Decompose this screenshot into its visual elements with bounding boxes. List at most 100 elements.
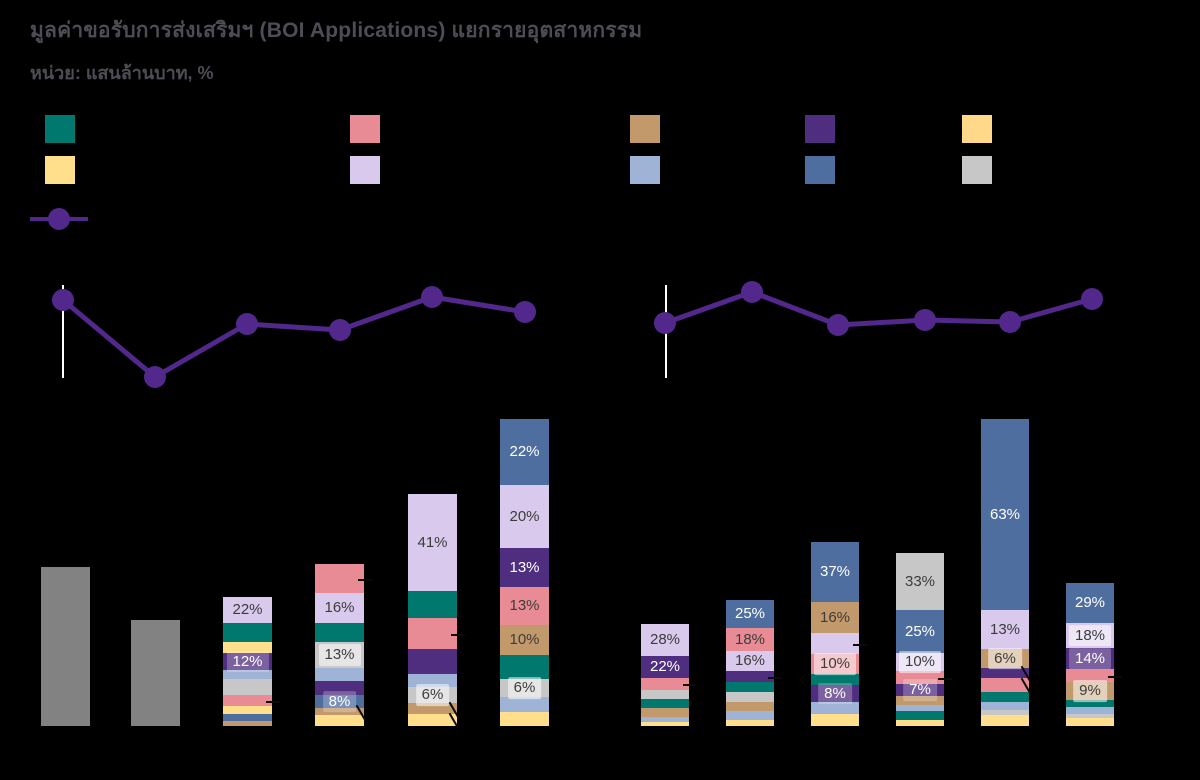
segment-yellow [981,715,1029,726]
trend-line-left-point [52,289,74,311]
segment-label: 6% [507,677,542,699]
segment-lavender: 22% [223,597,272,623]
trend-line-left-point [144,366,166,388]
segment-tan [315,704,367,721]
segment-label: 16% [324,599,355,617]
segment-label: 13% [509,558,540,576]
legend-swatch-lightblue [630,156,660,184]
segment-tan [223,721,272,726]
segment-lightblue [641,717,689,722]
segment-pink [981,677,1032,695]
legend-swatch-lavender [350,156,380,184]
segment-label: 7% [903,679,937,701]
segment-steelblue: 8% [315,690,364,713]
unit-label: หน่วย: แสนล้านบาท, % [30,63,214,83]
segment-lavender: 41% [408,494,457,591]
label-leader-tick [768,676,782,679]
stacked-bar: 41% 6% [408,494,465,730]
segment-gray: 13% [315,642,364,668]
segment-label: 13% [989,620,1021,638]
segment-teal [896,711,944,720]
segment-steelblue: 63% [981,419,1029,610]
trend-line-left [61,294,526,380]
segment-tan [408,701,460,718]
segment-darkpurple: 12% [223,650,272,673]
segment-gray: 33% [896,553,944,610]
segment-lavender: 28% [641,624,689,656]
segment-label: 63% [989,505,1021,523]
segment-label: 12% [226,650,269,673]
stacked-bar: 33% 25% 10% 7% [896,553,952,726]
trend-line-left-point [236,313,258,335]
segment-yellow [641,722,689,726]
segment-yellow [1066,718,1114,726]
segment-label: 9% [1073,680,1107,702]
segment-steelblue: 29% [1066,583,1114,623]
segment-lightblue [811,702,859,714]
segment-label: 8% [322,690,357,713]
segment-teal [1066,700,1114,707]
segment-gray [726,692,774,702]
segment-label: 25% [734,605,766,623]
segment-tan: 10% [500,625,549,655]
trend-line-right-point [999,311,1021,333]
label-leader-tick [358,578,372,581]
segment-darkpurple [315,681,364,695]
segment-label: 10% [898,651,942,673]
segment-label: 25% [904,622,936,640]
segment-gray: 6% [500,677,549,699]
segment-steelblue [223,714,272,721]
stacked-bar: 22% 12% [223,597,280,726]
segment-gray [1066,714,1114,718]
segment-label: 22% [232,601,263,619]
segment-graybar [41,567,90,726]
segment-label: 33% [904,572,936,590]
segment-lightblue [408,674,457,687]
segment-lavender: 10% [896,651,944,673]
segment-lightblue [500,697,549,712]
segment-tan [896,696,944,705]
segment-label: 28% [649,631,681,649]
legend-swatch-gray [962,156,992,184]
legend-swatch-steelblue [805,156,835,184]
segment-lightblue [981,702,1029,710]
segment-darkpurple [408,649,457,674]
segment-lightblue [315,668,364,681]
trend-line-left-point [329,319,351,341]
segment-yellow [408,712,460,730]
stacked-bar: 37% 16% 10% 8% [811,542,867,726]
segment-pink [896,671,952,684]
segment-label: 41% [417,533,448,551]
segment-lavender: 16% [726,651,774,671]
segment-label: 14% [1068,647,1112,670]
segment-yellow [726,720,774,726]
segment-label: 6% [988,647,1022,670]
segment-label: 6% [415,684,450,706]
trend-line-right-point [1081,288,1103,310]
segment-pink: 18% [726,628,774,651]
segment-yellow [223,706,272,714]
segment-label: 16% [734,652,766,670]
label-leader-tick [451,633,465,636]
segment-pink [223,695,280,706]
trend-line-right-point [914,309,936,331]
segment-lightblue [223,670,272,679]
label-leader-tick [1108,675,1122,678]
segment-pink: 13% [500,587,549,625]
segment-darkpurple: 22% [641,656,689,678]
segment-label: 37% [819,563,851,581]
segment-yellow [811,714,859,726]
segment-label: 22% [509,443,540,461]
trend-line-right-point [654,312,676,334]
page-title: มูลค่าขอรับการส่งเสริมฯ (BOI Application… [30,19,643,42]
segment-steelblue: 22% [500,419,549,485]
segment-tan: 6% [981,647,1029,670]
stacked-bar: 25% 18% 16% [726,600,782,726]
segment-label: 13% [509,597,540,615]
label-leader-tick [266,700,280,703]
stacked-bar: 29% 18% 14% 9% [1066,583,1122,726]
segment-tan: 16% [811,602,859,633]
segment-lavender [811,633,867,654]
stacked-bar: 22% 20% 13% 13% 10% 6% [500,419,549,726]
segment-yellow [223,642,272,653]
